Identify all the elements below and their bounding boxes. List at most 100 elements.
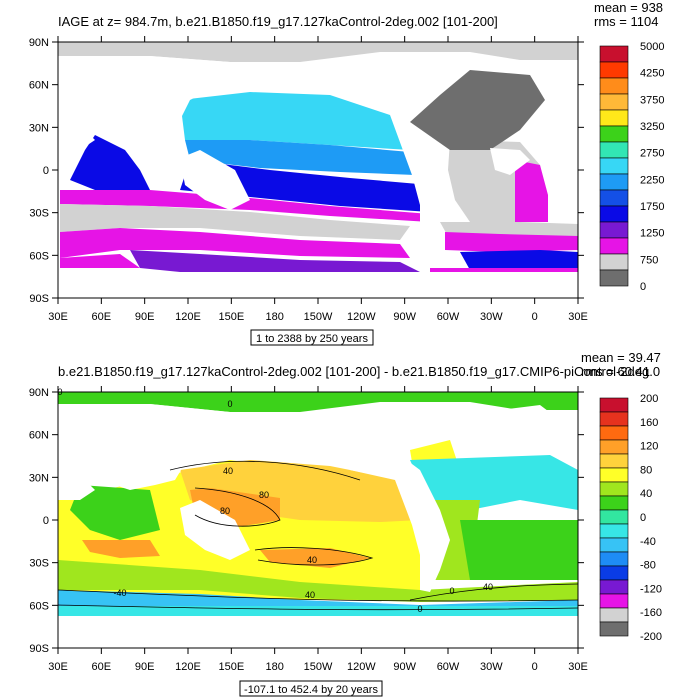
- y-tick-label: 90S: [29, 293, 49, 305]
- colorbar-swatch: [599, 551, 629, 567]
- x-tick-label: 150E: [218, 661, 244, 673]
- colorbar-label: -160: [640, 607, 662, 619]
- panel-2-info-text: -107.1 to 452.4 by 20 years: [244, 684, 378, 696]
- panel-1: IAGE at z= 984.7m, b.e21.B1850.f19_g17.1…: [29, 0, 664, 346]
- y-tick-label: 90N: [29, 37, 49, 49]
- colorbar-label: -80: [640, 560, 656, 572]
- panel-2-x-axis: 30E 60E 90E 120E 150E 180 150W 120W 90W 60W 30W 0 30…: [48, 386, 588, 673]
- panel-1-info-text: 1 to 2388 by 250 years: [256, 333, 368, 345]
- panel-2-mean: mean = 39.47: [581, 350, 661, 365]
- panel-2-title: b.e21.B1850.f19_g17.127kaControl-2deg.00…: [58, 364, 660, 379]
- colorbar-swatch: [599, 205, 629, 223]
- colorbar-swatch: [599, 141, 629, 159]
- x-tick-label: 0: [532, 311, 538, 323]
- y-tick-label: 30S: [29, 558, 49, 570]
- contour-label: 0: [417, 604, 422, 614]
- x-tick-label: 0: [532, 661, 538, 673]
- x-tick-label: 30W: [480, 661, 503, 673]
- colorbar-swatch: [599, 397, 629, 413]
- colorbar-label: -40: [640, 536, 656, 548]
- colorbar-swatch: [599, 77, 629, 95]
- colorbar-swatch: [599, 537, 629, 553]
- colorbar-swatch: [599, 481, 629, 497]
- x-tick-label: 180: [265, 661, 283, 673]
- colorbar-swatch: [599, 189, 629, 207]
- x-tick-label: 60E: [92, 661, 112, 673]
- colorbar-label: 4250: [640, 68, 664, 80]
- panel-2-map: [58, 392, 578, 648]
- panel-1-colorbar: 5000 4250 3750 3250 2750 2250 1750 1250 750 0: [599, 41, 664, 293]
- x-tick-label: 30W: [480, 311, 503, 323]
- x-tick-label: 90E: [135, 311, 155, 323]
- colorbar-label: 0: [640, 512, 646, 524]
- colorbar-label: 1250: [640, 228, 664, 240]
- y-tick-label: 90N: [29, 387, 49, 399]
- x-tick-label: 60W: [437, 661, 460, 673]
- colorbar-swatch: [599, 157, 629, 175]
- colorbar-swatch: [599, 439, 629, 455]
- panel-2-colorbar: 200 160 120 80 40 0 -40 -80 -120 -160 -200: [599, 393, 662, 643]
- colorbar-swatch: [599, 93, 629, 111]
- x-tick-label: 30E: [48, 311, 68, 323]
- colorbar-label: 0: [640, 281, 646, 293]
- contour-label: 40: [305, 590, 315, 600]
- x-tick-label: 120E: [175, 311, 201, 323]
- colorbar-swatch: [599, 45, 629, 63]
- panel-2-info-box: [239, 680, 383, 697]
- colorbar-label: 5000: [640, 41, 664, 53]
- x-tick-label: 120W: [347, 661, 376, 673]
- colorbar-label: -200: [640, 631, 662, 643]
- contour-label: 40: [223, 466, 233, 476]
- y-tick-label: 0: [43, 165, 49, 177]
- colorbar-swatch: [599, 253, 629, 271]
- panel-1-map: [58, 42, 578, 298]
- colorbar-label: 1750: [640, 201, 664, 213]
- colorbar-label: 80: [640, 464, 652, 476]
- x-tick-label: 120W: [347, 311, 376, 323]
- x-tick-label: 60E: [92, 311, 112, 323]
- x-tick-label: 120E: [175, 661, 201, 673]
- colorbar-label: 3250: [640, 121, 664, 133]
- contour-label: 0: [227, 399, 232, 409]
- panel-1-rms: rms = 1104: [594, 14, 658, 29]
- colorbar-swatch: [599, 621, 629, 637]
- colorbar-swatch: [599, 565, 629, 581]
- contour-label: 40: [307, 555, 317, 565]
- colorbar-swatch: [599, 237, 629, 255]
- colorbar-swatch: [599, 221, 629, 239]
- colorbar-swatch: [599, 523, 629, 539]
- colorbar-swatch: [599, 61, 629, 79]
- y-tick-label: 60S: [29, 600, 49, 612]
- y-tick-label: 60N: [29, 430, 49, 442]
- contour-label: 80: [259, 490, 269, 500]
- colorbar-label: 200: [640, 393, 658, 405]
- x-tick-label: 150W: [304, 311, 333, 323]
- colorbar-swatch: [599, 579, 629, 595]
- colorbar-swatch: [599, 509, 629, 525]
- colorbar-label: 120: [640, 441, 658, 453]
- panel-1-x-axis: 30E 60E 90E 120E 150E 180 150W 120W 90W 60W 30W 0 30…: [48, 36, 588, 323]
- colorbar-swatch: [599, 607, 629, 623]
- colorbar-label: 2750: [640, 148, 664, 160]
- x-tick-label: 30E: [568, 661, 588, 673]
- colorbar-swatch: [599, 109, 629, 127]
- colorbar-label: 160: [640, 417, 658, 429]
- x-tick-label: 180: [265, 311, 283, 323]
- panel-1-y-axis: 90N 60N 30N 0 30S 60S 90S: [29, 37, 584, 305]
- x-tick-label: 150E: [218, 311, 244, 323]
- contour-label: 40: [483, 582, 493, 592]
- colorbar-swatch: [599, 495, 629, 511]
- panel-2-y-axis: 90N 60N 30N 0 30S 60S 90S: [29, 387, 584, 655]
- x-tick-label: 30E: [568, 311, 588, 323]
- colorbar-swatch: [599, 125, 629, 143]
- y-tick-label: 60S: [29, 250, 49, 262]
- colorbar-swatch: [599, 467, 629, 483]
- colorbar-swatch: [599, 173, 629, 191]
- y-tick-label: 30N: [29, 122, 49, 134]
- panel-1-info-box: [250, 329, 374, 346]
- y-tick-label: 0: [43, 515, 49, 527]
- y-tick-label: 60N: [29, 80, 49, 92]
- x-tick-label: 150W: [304, 661, 333, 673]
- x-tick-label: 90E: [135, 661, 155, 673]
